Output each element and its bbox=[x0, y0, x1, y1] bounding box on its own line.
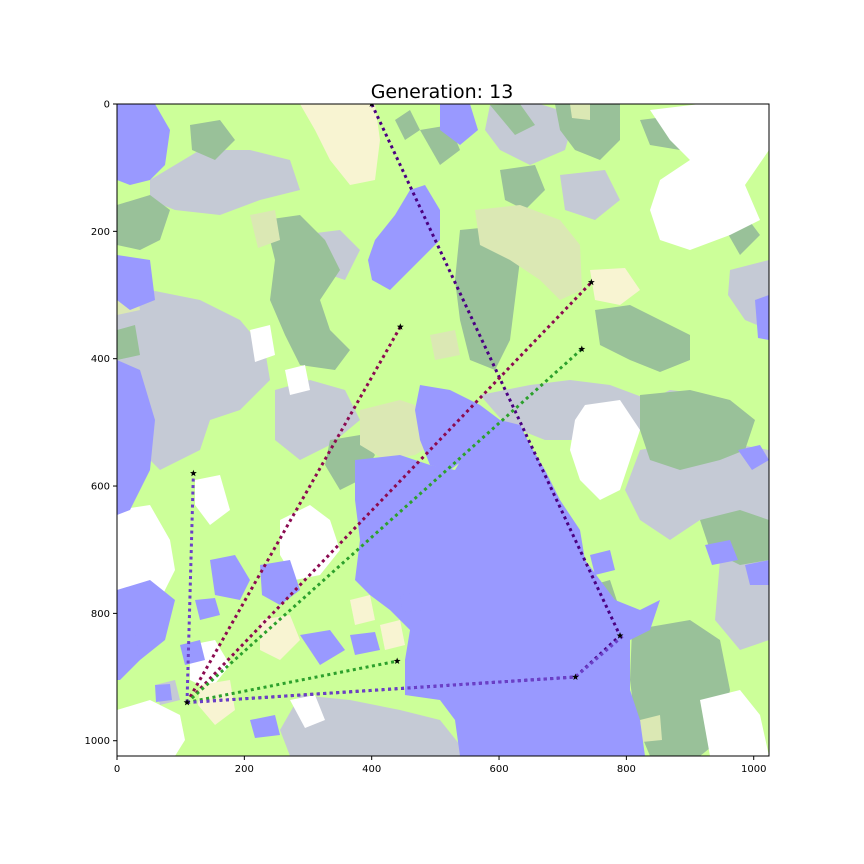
city-markers bbox=[183, 104, 624, 706]
x-tick-label: 600 bbox=[489, 764, 508, 775]
route-line bbox=[186, 104, 622, 704]
plot-frame bbox=[116, 103, 770, 757]
x-tick-label: 800 bbox=[617, 764, 636, 775]
y-tick-label: 0 bbox=[104, 100, 110, 111]
chart-title: Generation: 13 bbox=[371, 81, 514, 103]
route-line bbox=[185, 326, 402, 704]
x-axis: 0 200 400 600 800 1000 bbox=[114, 756, 766, 775]
terrain-water-regions bbox=[117, 104, 769, 756]
city-star-marker bbox=[587, 278, 595, 286]
route-line bbox=[186, 634, 625, 704]
city-star-marker bbox=[189, 469, 197, 477]
y-tick-label: 400 bbox=[91, 354, 110, 365]
x-tick-label: 400 bbox=[362, 764, 381, 775]
city-star-marker bbox=[393, 657, 401, 665]
route-line bbox=[185, 473, 195, 703]
route-lines bbox=[185, 104, 625, 704]
y-tick-label: 1000 bbox=[85, 736, 110, 747]
city-star-marker bbox=[183, 698, 191, 706]
city-star-marker bbox=[616, 632, 624, 639]
city-star-marker bbox=[572, 673, 579, 680]
y-tick-label: 200 bbox=[91, 227, 110, 238]
y-tick-label: 800 bbox=[91, 609, 110, 620]
city-star-marker bbox=[369, 104, 374, 107]
x-tick-label: 200 bbox=[235, 764, 254, 775]
map-plot-area bbox=[117, 104, 769, 756]
city-star-marker bbox=[578, 345, 586, 353]
y-tick-label: 600 bbox=[91, 482, 110, 493]
x-tick-label: 0 bbox=[114, 764, 120, 775]
x-tick-label: 1000 bbox=[741, 764, 766, 775]
city-star-marker bbox=[396, 323, 404, 330]
y-axis: 0 200 400 600 800 1000 bbox=[85, 100, 117, 747]
